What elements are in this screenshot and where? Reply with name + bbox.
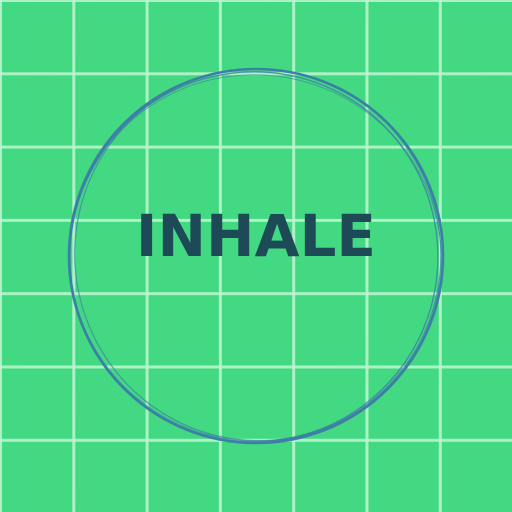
- inhale-label: INHALE: [135, 202, 377, 270]
- ring-stroke-4: [69, 74, 442, 442]
